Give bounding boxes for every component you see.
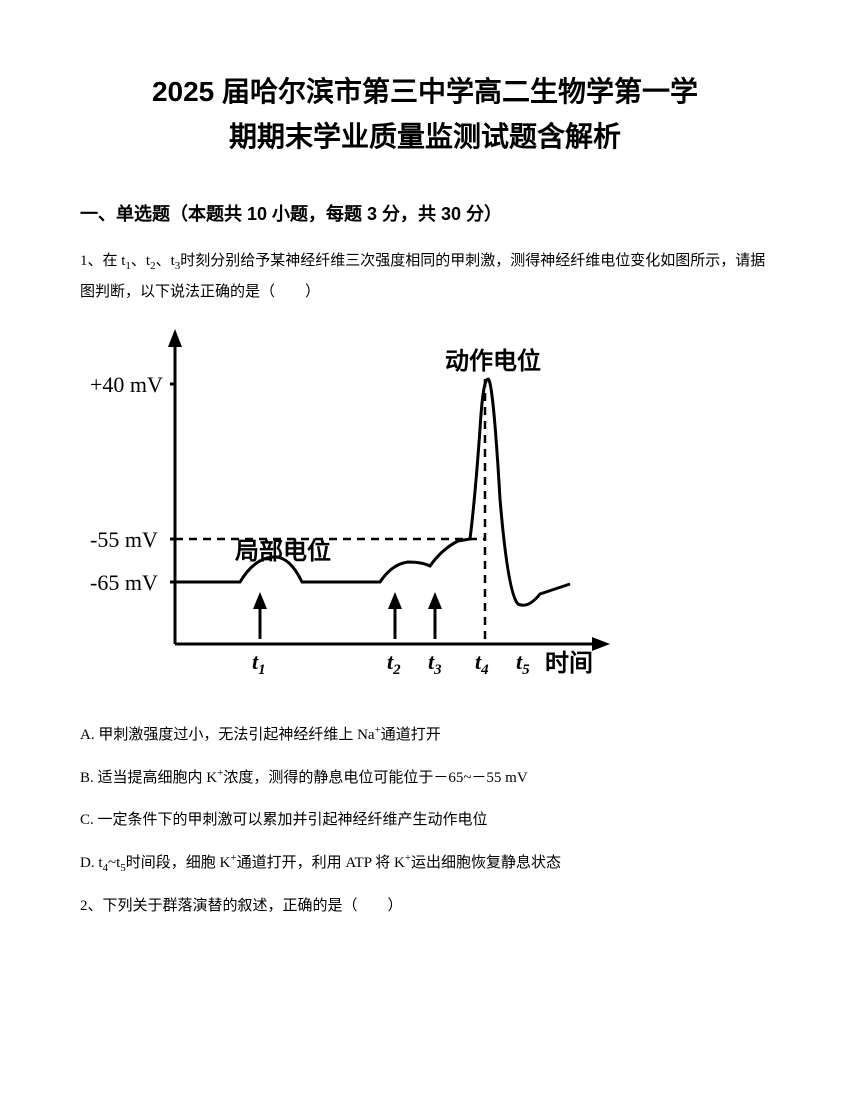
page-title: 2025 届哈尔滨市第三中学高二生物学第一学 期期末学业质量监测试题含解析 [80, 70, 770, 160]
option-d: D. t4~t5时间段，细胞 K+通道打开，利用 ATP 将 K+运出细胞恢复静… [80, 847, 770, 879]
t1-label: t1 [252, 649, 266, 678]
section-header: 一、单选题（本题共 10 小题，每题 3 分，共 30 分） [80, 200, 770, 226]
q1-body: 时刻分别给予某神经纤维三次强度相同的甲刺激，测得神经纤维电位变化如图所示，请据图… [80, 253, 765, 300]
xlabel-time: 时间 [545, 650, 593, 677]
title-line2: 期期末学业质量监测试题含解析 [229, 121, 621, 152]
x-axis-arrow [592, 637, 610, 651]
title-line1: 2025 届哈尔滨市第三中学高二生物学第一学 [152, 76, 698, 107]
ylabel-neg65: -65 mV [90, 570, 158, 595]
t3-label: t3 [428, 649, 442, 678]
opta-text: A. 甲刺激强度过小，无法引起神经纤维上 Na [80, 727, 375, 743]
optd-p5: 运出细胞恢复静息状态 [411, 855, 561, 871]
q1-mid2: 、t [156, 253, 175, 269]
t2-label: t2 [387, 649, 401, 678]
opta-end: 通道打开 [381, 727, 441, 743]
ylabel-neg55: -55 mV [90, 527, 158, 552]
t5-label: t5 [516, 649, 530, 678]
optb-text: B. 适当提高细胞内 K [80, 770, 217, 786]
optd-p3: 时间段，细胞 K [126, 855, 231, 871]
optb-end: 浓度，测得的静息电位可能位于－65~－55 mV [223, 770, 527, 786]
option-b: B. 适当提高细胞内 K+浓度，测得的静息电位可能位于－65~－55 mV [80, 762, 770, 793]
optd-p4: 通道打开，利用 ATP 将 K [237, 855, 405, 871]
t4-label: t4 [475, 649, 489, 678]
arrowhead-t3 [428, 592, 442, 609]
arrowhead-t2 [388, 592, 402, 609]
question-1: 1、在 t1、t2、t3时刻分别给予某神经纤维三次强度相同的甲刺激，测得神经纤维… [80, 246, 770, 307]
label-action: 动作电位 [445, 347, 541, 375]
option-c: C. 一定条件下的甲刺激可以累加并引起神经纤维产生动作电位 [80, 805, 770, 835]
optd-p2: ~t [108, 855, 120, 871]
ylabel-40: +40 mV [90, 372, 163, 397]
question-2: 2、下列关于群落演替的叙述，正确的是（ ） [80, 891, 770, 921]
chart-svg: +40 mV -55 mV -65 mV 局部电位 动作电位 时间 t1 t2 … [80, 319, 620, 699]
label-local: 局部电位 [235, 537, 331, 565]
q1-mid1: 、t [131, 253, 150, 269]
q1-prefix: 1、在 t [80, 253, 125, 269]
option-a: A. 甲刺激强度过小，无法引起神经纤维上 Na+通道打开 [80, 719, 770, 750]
optd-p1: D. t [80, 855, 103, 871]
y-axis-arrow [168, 329, 182, 347]
arrowhead-t1 [253, 592, 267, 609]
action-potential-chart: +40 mV -55 mV -65 mV 局部电位 动作电位 时间 t1 t2 … [80, 319, 620, 699]
potential-curve [175, 379, 570, 605]
